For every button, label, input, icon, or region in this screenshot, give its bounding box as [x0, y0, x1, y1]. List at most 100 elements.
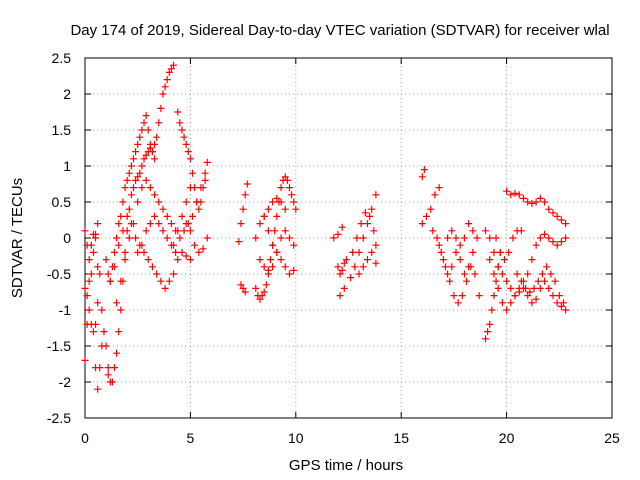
data-point — [517, 277, 525, 285]
series-arc-19 — [334, 256, 350, 278]
data-point — [361, 209, 369, 217]
series-arc-28 — [435, 220, 477, 278]
series-arc-32 — [486, 230, 570, 314]
data-point — [557, 302, 565, 310]
data-points — [81, 61, 570, 393]
data-point — [269, 263, 277, 271]
data-point — [174, 227, 182, 235]
data-point — [475, 292, 483, 300]
series-arc-18 — [260, 194, 289, 220]
data-point — [290, 266, 298, 274]
y-tick-label: -1.5 — [47, 338, 71, 354]
data-point — [500, 256, 508, 264]
data-point — [262, 281, 270, 289]
data-point — [519, 194, 527, 202]
data-point — [359, 234, 367, 242]
series-arc-25 — [418, 166, 428, 181]
data-point — [92, 320, 100, 328]
data-point — [117, 306, 125, 314]
data-point — [431, 191, 439, 199]
data-point — [454, 299, 462, 307]
data-point — [490, 292, 498, 300]
data-point — [151, 155, 159, 163]
data-point — [553, 212, 561, 220]
data-point — [536, 194, 544, 202]
x-tick-label: 15 — [393, 430, 409, 446]
data-point — [355, 270, 363, 278]
data-point — [372, 259, 380, 267]
data-point — [256, 220, 264, 228]
data-point — [509, 234, 517, 242]
data-point — [113, 349, 121, 357]
data-point — [486, 234, 494, 242]
data-point — [526, 288, 534, 296]
data-point — [285, 184, 293, 192]
data-point — [515, 284, 523, 292]
data-point — [541, 277, 549, 285]
y-tick-label: -1 — [59, 302, 72, 318]
data-point — [349, 248, 357, 256]
data-point — [420, 166, 428, 174]
data-point — [138, 241, 146, 249]
data-point — [239, 205, 247, 213]
data-point — [463, 277, 471, 285]
data-point — [159, 205, 167, 213]
data-point — [277, 184, 285, 192]
data-point — [241, 191, 249, 199]
data-point — [444, 234, 452, 242]
data-point — [136, 169, 144, 177]
data-point — [134, 248, 142, 256]
data-point — [486, 256, 494, 264]
data-point — [437, 248, 445, 256]
data-point — [81, 227, 89, 235]
data-point — [271, 227, 279, 235]
series-arc-26 — [418, 184, 443, 228]
data-point — [355, 248, 363, 256]
data-point — [541, 230, 549, 238]
data-point — [446, 277, 454, 285]
data-point — [460, 270, 468, 278]
data-point — [203, 158, 211, 166]
data-point — [146, 184, 154, 192]
data-point — [281, 173, 289, 181]
data-point — [189, 169, 197, 177]
y-tick-label: -2 — [59, 374, 72, 390]
data-point — [138, 184, 146, 192]
series-arc-29 — [444, 227, 481, 278]
data-point — [85, 256, 93, 264]
data-point — [490, 248, 498, 256]
data-point — [94, 220, 102, 228]
data-point — [153, 133, 161, 141]
y-tick-label: 2 — [63, 86, 71, 102]
data-point — [281, 263, 289, 271]
data-point — [153, 270, 161, 278]
data-point — [269, 241, 277, 249]
data-point — [138, 126, 146, 134]
data-point — [283, 176, 291, 184]
axis-ticks: 0 5 10 15 20 25 -2.5 -2 -1.5 -1 -0.5 0 0.5 1 1.5 2 2.5 — [47, 50, 620, 446]
data-point — [174, 108, 182, 116]
data-point — [368, 248, 376, 256]
data-point — [252, 234, 260, 242]
data-point — [134, 173, 142, 181]
series-arc-07 — [106, 212, 194, 292]
data-point — [351, 263, 359, 271]
data-point — [195, 205, 203, 213]
data-point — [98, 306, 106, 314]
data-point — [199, 184, 207, 192]
data-point — [498, 299, 506, 307]
series-arc-04 — [81, 220, 102, 278]
data-point — [197, 198, 205, 206]
data-point — [547, 270, 555, 278]
data-point — [100, 328, 108, 336]
data-point — [372, 191, 380, 199]
data-point — [269, 198, 277, 206]
data-point — [127, 162, 135, 170]
data-point — [545, 205, 553, 213]
data-point — [155, 119, 163, 127]
data-point — [155, 220, 163, 228]
data-point — [549, 292, 557, 300]
data-point — [543, 263, 551, 271]
